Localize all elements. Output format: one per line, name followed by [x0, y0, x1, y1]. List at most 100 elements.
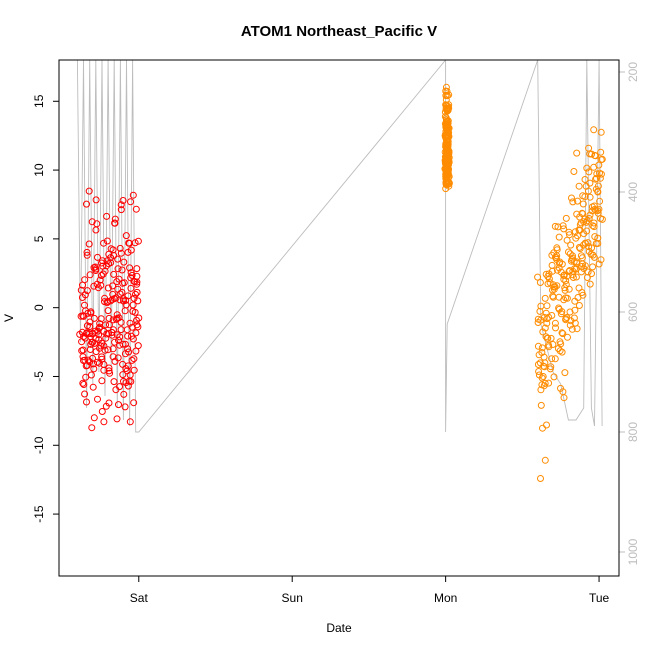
data-point: [595, 260, 603, 268]
data-point: [115, 336, 122, 344]
data-point: [575, 182, 583, 190]
x-tick-label: Mon: [434, 591, 457, 605]
data-point: [590, 253, 598, 261]
data-point: [567, 241, 575, 249]
data-point: [130, 399, 138, 407]
data-point: [545, 379, 553, 387]
data-point: [132, 290, 139, 298]
data-point: [92, 196, 100, 204]
data-point: [537, 386, 545, 394]
data-point: [86, 323, 94, 330]
data-point: [131, 308, 139, 316]
data-point: [597, 256, 605, 264]
data-point: [119, 371, 127, 379]
data-point: [117, 206, 125, 214]
data-point: [581, 262, 589, 270]
data-point: [95, 324, 103, 332]
data-point: [98, 408, 106, 415]
y2-tick-label: 200: [626, 62, 640, 82]
data-point: [445, 180, 453, 188]
data-point: [127, 284, 135, 292]
data-point: [114, 265, 122, 273]
data-point: [541, 359, 549, 367]
data-point: [118, 288, 126, 296]
data-point: [109, 326, 117, 334]
data-point: [85, 187, 93, 195]
data-point: [537, 401, 545, 409]
chart-title: ATOM1 Northeast_Pacific V: [241, 23, 437, 40]
data-point: [121, 403, 129, 411]
data-point: [122, 232, 130, 240]
data-point: [590, 202, 598, 210]
data-point: [125, 348, 133, 356]
data-point: [100, 239, 108, 247]
data-point: [124, 362, 132, 370]
data-point: [562, 277, 570, 285]
data-point: [94, 395, 101, 403]
data-point: [574, 197, 581, 205]
data-point: [98, 377, 106, 385]
data-point: [586, 280, 594, 288]
y2-tick-label: 800: [626, 422, 640, 442]
data-point: [101, 346, 109, 354]
data-point: [444, 140, 452, 148]
data-point: [568, 325, 576, 333]
data-point: [589, 263, 597, 271]
data-point: [85, 240, 93, 248]
data-point: [131, 239, 139, 247]
x-axis-label: Date: [326, 621, 352, 635]
data-point: [133, 265, 141, 273]
data-point: [570, 168, 578, 175]
data-point: [116, 290, 124, 298]
y-tick-label: -5: [32, 371, 46, 382]
y2-tick-label: 400: [626, 182, 640, 202]
data-point: [130, 355, 138, 363]
data-point: [445, 91, 453, 99]
data-point: [584, 187, 592, 195]
data-point: [115, 275, 123, 283]
data-point: [107, 259, 115, 267]
data-point: [578, 254, 586, 262]
data-point: [586, 179, 594, 187]
data-point: [116, 333, 124, 341]
data-point: [541, 456, 549, 464]
data-point: [109, 345, 117, 353]
data-point: [445, 158, 453, 166]
data-point: [83, 251, 91, 259]
data-point: [90, 365, 98, 373]
data-point: [92, 267, 100, 274]
y-tick-label: 0: [32, 304, 46, 311]
data-point: [103, 212, 111, 220]
points-layer: [76, 83, 606, 482]
data-point: [548, 355, 556, 363]
data-point: [444, 117, 452, 125]
data-point: [585, 144, 593, 152]
x-tick-label: Tue: [589, 591, 610, 605]
data-point: [548, 267, 556, 275]
data-point: [590, 126, 598, 134]
data-point: [109, 246, 117, 254]
y-tick-label: -10: [32, 436, 46, 454]
data-point: [559, 330, 567, 338]
data-point: [597, 148, 605, 156]
data-point: [557, 310, 565, 318]
data-point: [553, 282, 561, 290]
data-point: [443, 87, 451, 95]
data-point: [543, 421, 550, 429]
data-point: [135, 314, 143, 322]
data-point: [134, 323, 142, 331]
data-point: [105, 364, 113, 372]
data-point: [128, 356, 136, 364]
data-point: [110, 270, 118, 278]
data-point: [111, 219, 119, 227]
data-point: [541, 324, 549, 332]
data-point: [117, 201, 125, 209]
data-point: [541, 294, 549, 302]
data-point: [133, 288, 141, 296]
data-point: [560, 296, 568, 304]
data-point: [445, 179, 453, 187]
data-point: [134, 297, 142, 305]
data-point: [585, 168, 593, 176]
data-point: [568, 194, 575, 202]
